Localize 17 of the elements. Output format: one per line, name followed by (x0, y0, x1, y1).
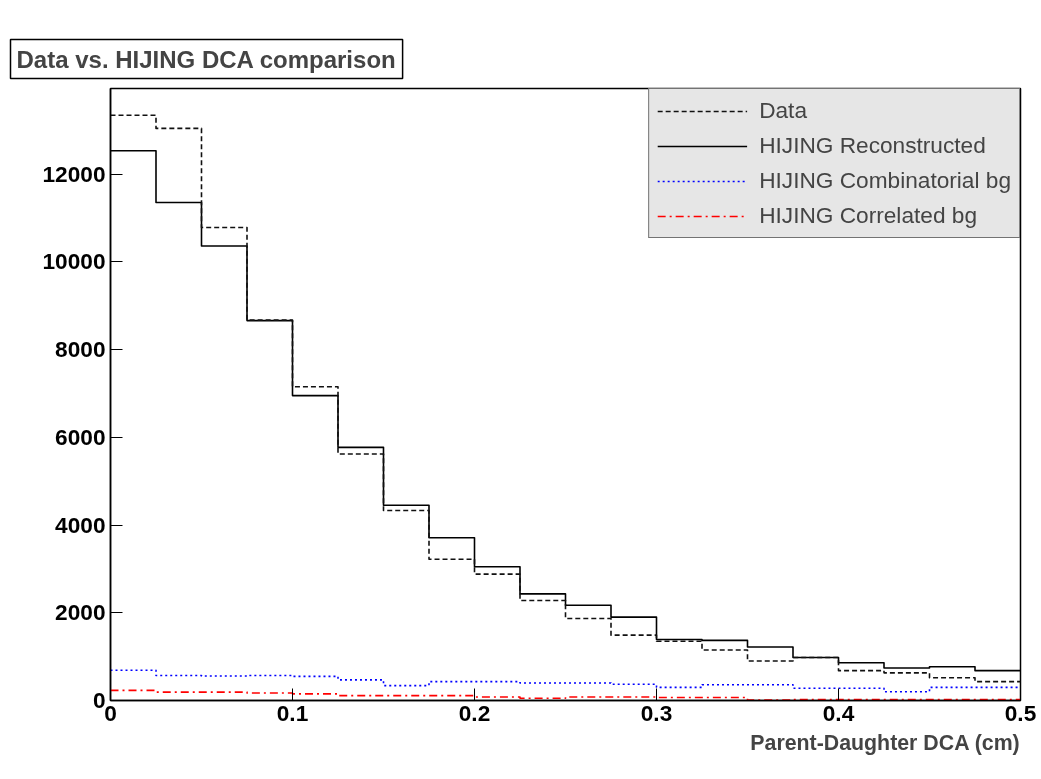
x-tick-label: 0.3 (640, 699, 673, 726)
legend-label: Data (759, 97, 808, 124)
x-tick-label: 0.2 (458, 699, 491, 726)
y-tick-label: 10000 (42, 248, 106, 275)
y-tick-label: 4000 (55, 511, 106, 538)
legend-label: HIJING Combinatorial bg (759, 167, 1011, 194)
y-tick-label: 12000 (42, 160, 106, 187)
legend-label: HIJING Reconstructed (759, 132, 986, 159)
y-tick-label: 2000 (55, 599, 106, 626)
y-tick-label: 8000 (55, 336, 106, 363)
x-axis-title: Parent-Daughter DCA (cm) (750, 730, 1020, 755)
chart-title: Data vs. HIJING DCA comparison (16, 45, 396, 73)
y-tick-label: 6000 (55, 423, 106, 450)
x-tick-label: 0.1 (276, 699, 309, 726)
x-tick-label: 0.4 (822, 699, 855, 726)
legend-label: HIJING Correlated bg (759, 202, 977, 229)
x-tick-label: 0.5 (1004, 699, 1037, 726)
